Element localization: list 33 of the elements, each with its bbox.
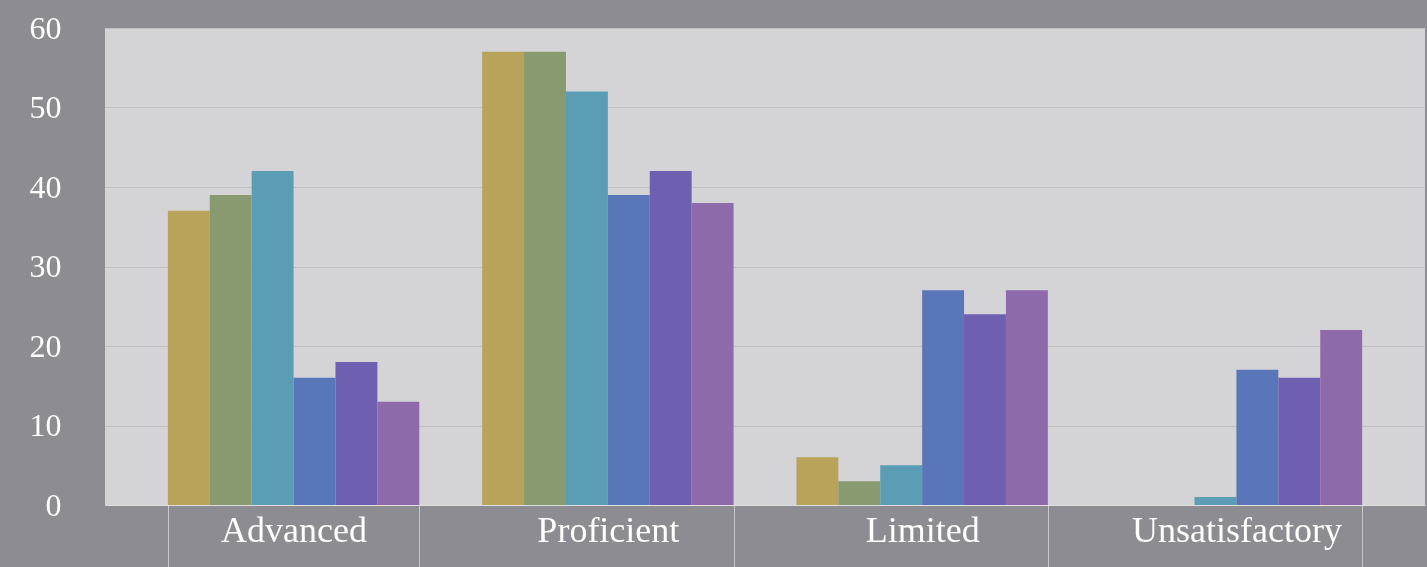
- bar: [167, 210, 210, 505]
- y-tick-label: 40: [29, 168, 62, 205]
- bar: [1005, 290, 1048, 505]
- bar: [335, 361, 378, 505]
- x-tick-label: Limited: [865, 509, 980, 550]
- y-tick-label: 50: [29, 89, 62, 125]
- y-tick-label: 10: [29, 407, 62, 443]
- bar: [251, 171, 294, 505]
- bar: [377, 401, 420, 505]
- bar: [838, 481, 881, 505]
- bar: [482, 51, 525, 505]
- bar: [964, 314, 1006, 505]
- y-tick-label: 60: [29, 9, 62, 46]
- y-tick-label: 0: [45, 486, 62, 523]
- x-tick-label: Advanced: [221, 509, 368, 550]
- bar: [565, 91, 608, 505]
- y-tick-label: 30: [29, 248, 62, 284]
- bar: [524, 51, 566, 505]
- bar: [209, 194, 252, 505]
- x-tick-label: Proficient: [537, 509, 680, 550]
- x-tick-label: Unsatisfactory: [1131, 509, 1342, 550]
- bar: [649, 171, 692, 505]
- bar: [1278, 377, 1321, 505]
- bar: [922, 290, 965, 505]
- bar: [880, 465, 923, 505]
- bar: [1236, 369, 1279, 505]
- bar: [796, 457, 839, 505]
- bar: [691, 202, 734, 505]
- bar: [1320, 330, 1363, 505]
- y-tick-label: 20: [29, 327, 62, 364]
- bar: [607, 194, 650, 505]
- bar: [1194, 497, 1237, 505]
- bar: [293, 377, 336, 505]
